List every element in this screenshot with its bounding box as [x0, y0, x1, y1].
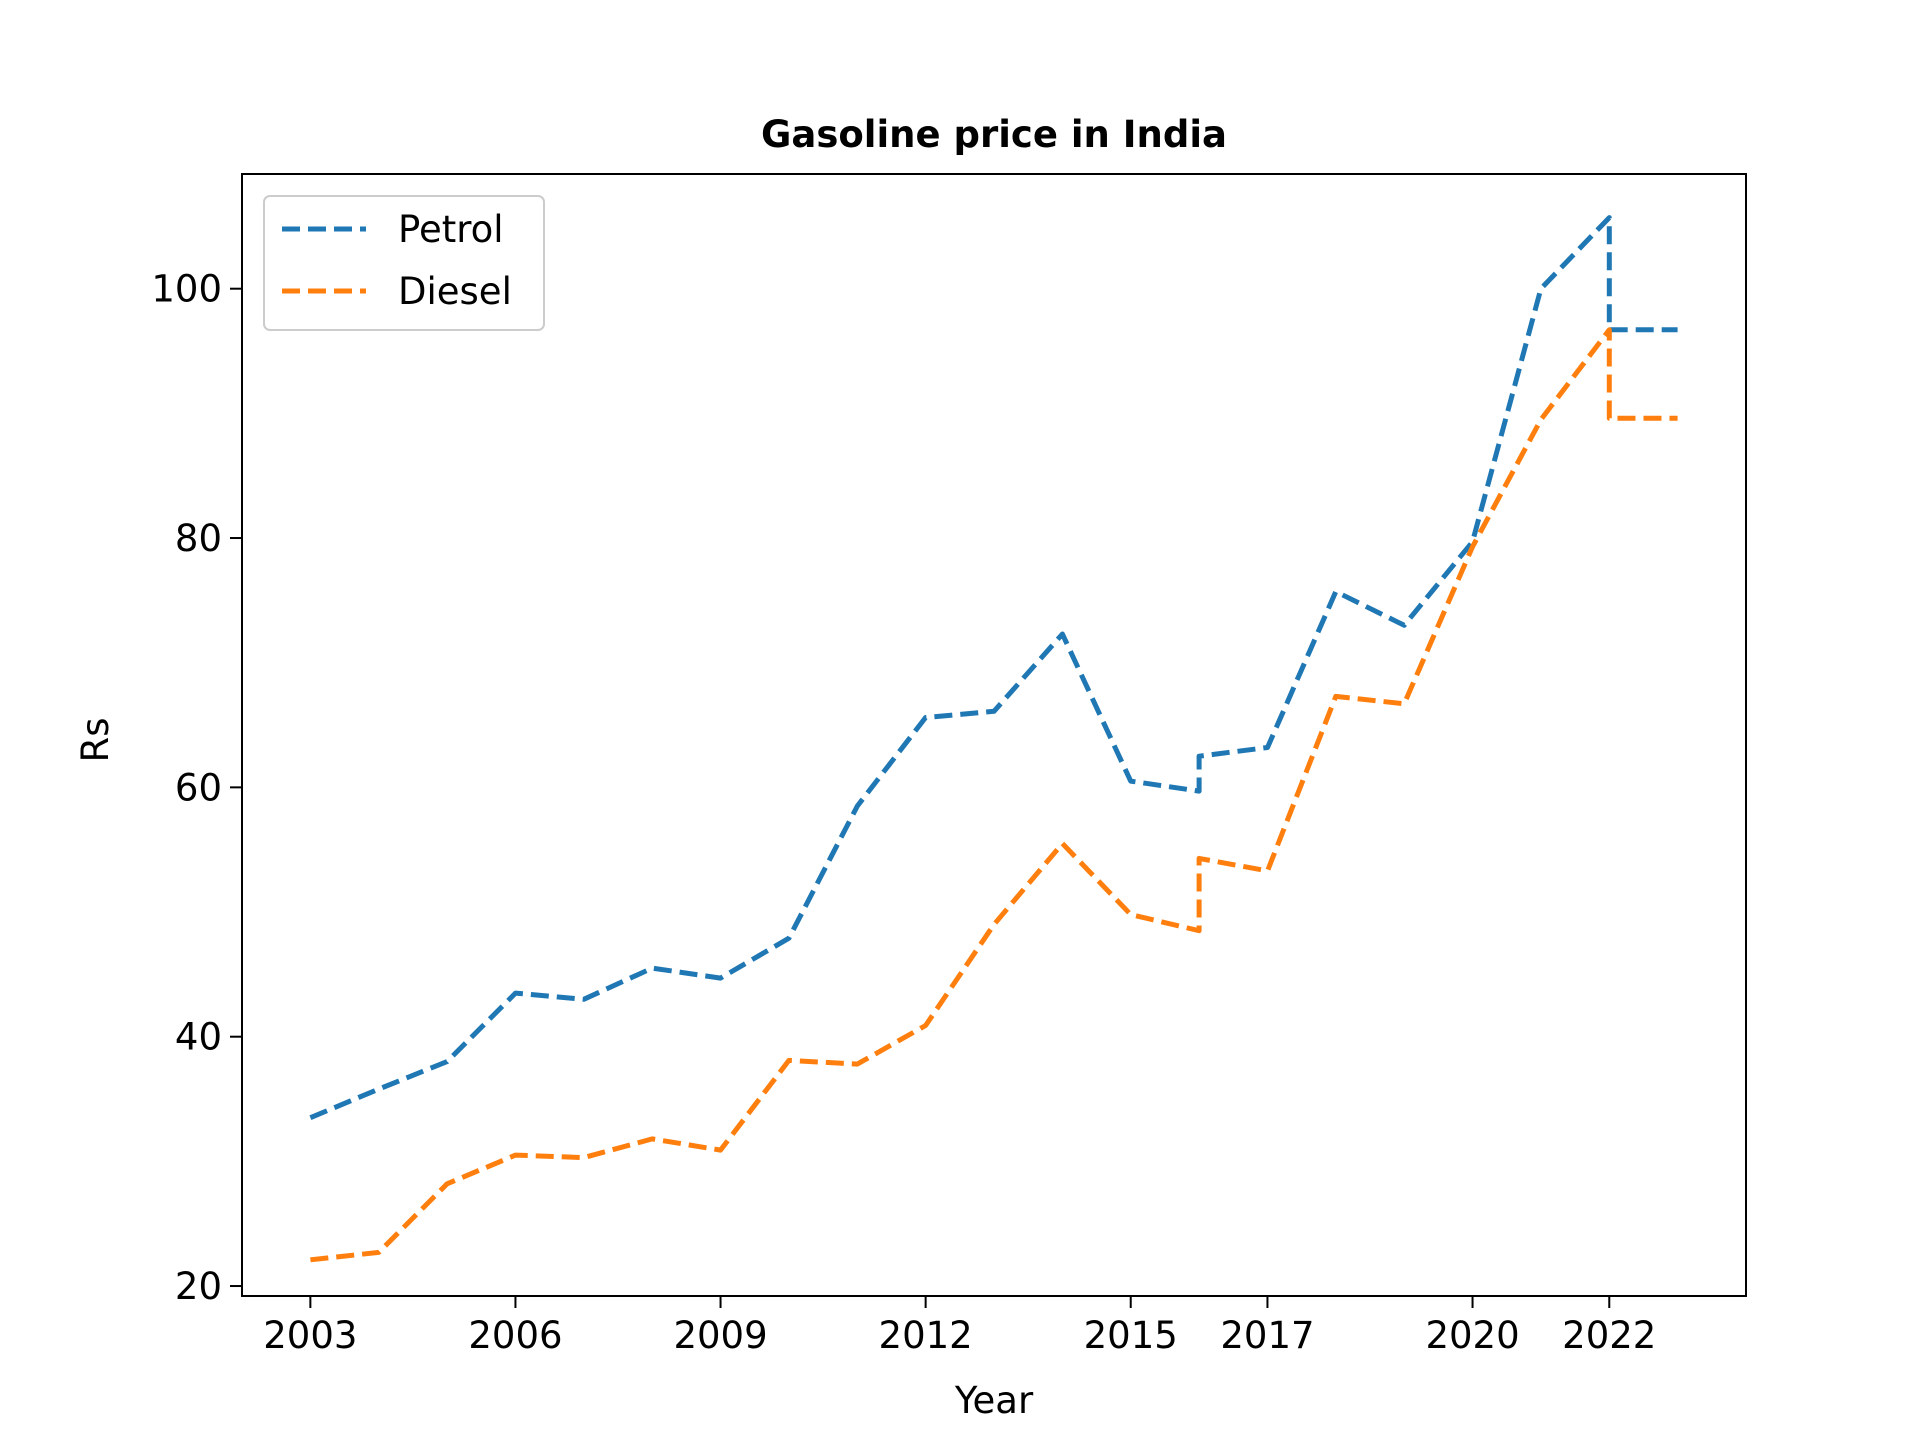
chart-title: Gasoline price in India — [761, 113, 1227, 156]
y-axis: 20 40 60 80 100 — [151, 268, 242, 1308]
x-tick-label: 2015 — [1084, 1314, 1178, 1357]
x-axis-label: Year — [954, 1379, 1034, 1422]
x-tick-label: 2020 — [1425, 1314, 1519, 1357]
y-tick-label: 80 — [175, 517, 222, 560]
y-axis-label: Rs — [74, 718, 117, 763]
x-tick-label: 2003 — [263, 1314, 357, 1357]
legend-label-petrol: Petrol — [398, 208, 504, 251]
x-tick-label: 2009 — [673, 1314, 767, 1357]
y-tick-label: 100 — [151, 268, 222, 311]
x-tick-label: 2017 — [1220, 1314, 1314, 1357]
plot-frame — [241, 173, 1747, 1297]
legend-label-diesel: Diesel — [398, 270, 512, 313]
y-tick-label: 60 — [175, 766, 222, 809]
legend: Petrol Diesel — [263, 195, 545, 331]
series-line-diesel — [310, 327, 1678, 1263]
x-tick-label: 2006 — [468, 1314, 562, 1357]
y-tick-label: 20 — [175, 1265, 222, 1308]
y-tick-label: 40 — [175, 1016, 222, 1059]
series-line-petrol — [309, 215, 1678, 1121]
plot-area — [309, 215, 1678, 1263]
x-axis: 2003 2006 2009 2012 2015 2017 2020 2022 — [263, 1296, 1656, 1357]
x-tick-label: 2022 — [1562, 1314, 1656, 1357]
x-tick-label: 2012 — [879, 1314, 973, 1357]
